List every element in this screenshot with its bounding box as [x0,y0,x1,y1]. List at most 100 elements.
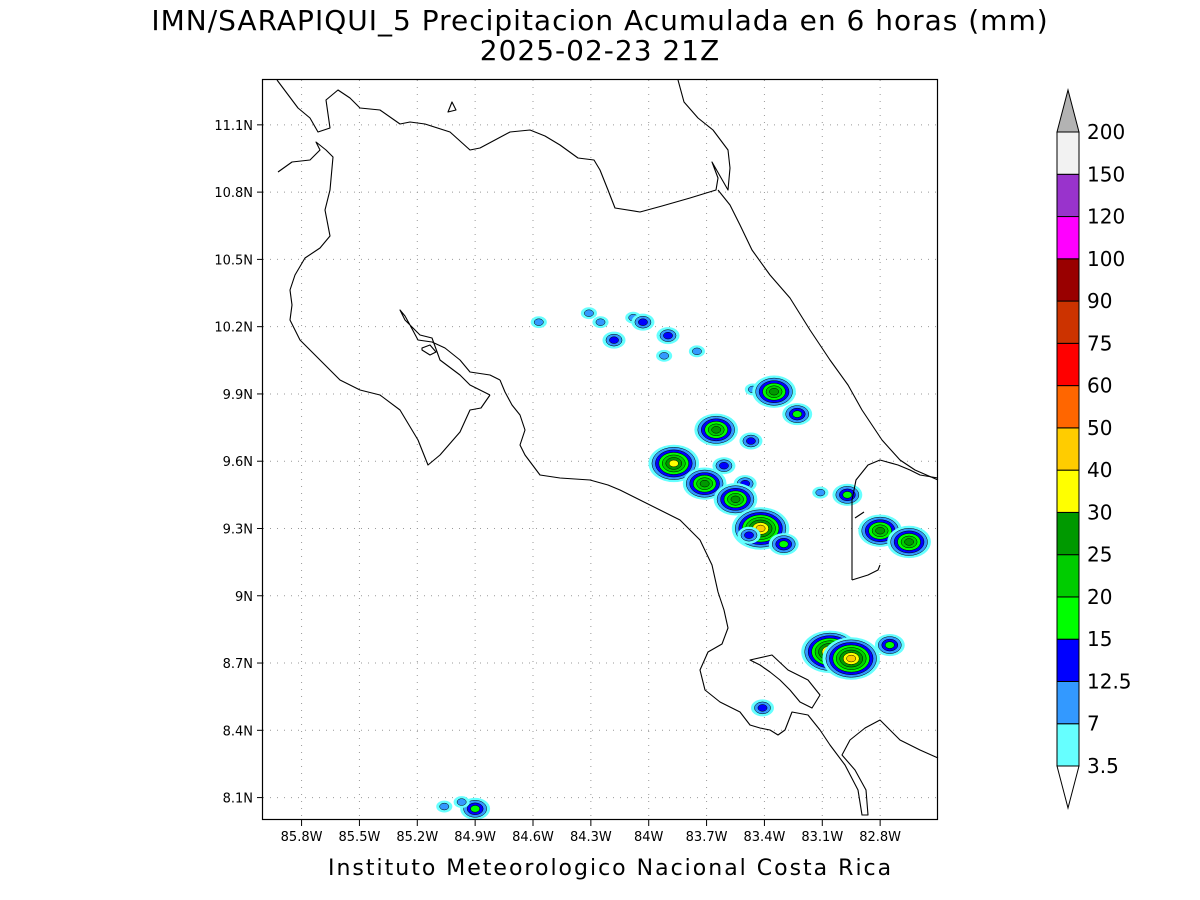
footer-credit: Instituto Meteorologico Nacional Costa R… [328,856,894,881]
precip-cell [656,349,673,362]
precip-contour [815,488,826,497]
lat-tick-label: 9.3N [223,522,253,537]
precip-cell [752,375,796,408]
colorbar-swatch [1056,216,1080,260]
precip-contour [719,462,729,470]
lat-tick-label: 9N [235,590,253,605]
colorbar-label: 40 [1087,458,1112,482]
colorbar-label: 150 [1087,162,1125,186]
precip-cell [887,525,931,559]
precip-contour [757,704,768,712]
precip-cell [713,483,758,516]
precip-contour [699,479,710,488]
precip-cell [592,316,609,329]
colorbar-label: 60 [1087,374,1112,398]
colorbar-swatch [1056,427,1080,471]
precip-contour [470,805,480,813]
colorbar-bottom-cap [1056,765,1080,810]
colorbar-label: 90 [1087,289,1112,313]
precip-contour [584,309,594,317]
bocas-del-toro [854,511,865,519]
precip-cell [712,457,736,475]
precip-cell [737,526,761,544]
lat-tick-label: 11.1N [214,119,253,134]
colorbar-swatch [1056,300,1080,344]
lon-tick-label: 83.4W [744,830,786,845]
lon-tick-label: 84W [634,830,664,845]
colorbar-swatch [1056,385,1080,429]
precip-contour [842,491,853,499]
precip-cell [751,699,774,717]
precip-contour [668,459,679,468]
precip-contour [638,318,648,326]
axis-ticks: 85.8W 85.5W 85.2W 84.9W 84.6W 84.3W 84W 83.7W 83… [214,119,901,845]
colorbar-swatch [1056,596,1080,640]
caribbean-coast [717,189,939,481]
colorbar-label: 100 [1087,247,1125,271]
precip-cell [682,467,727,500]
precip-cell [782,403,813,426]
colorbar-label: 50 [1087,416,1112,440]
coastline-borders [276,79,939,816]
map-valid-time: 2025-02-23 21Z [479,34,721,67]
colorbar-label: 200 [1087,120,1125,144]
precip-cell [812,486,829,499]
precip-cell [822,637,880,680]
precip-cell [739,432,763,450]
costa-rica-panama-border [851,459,939,580]
colorbar-swatch [1056,554,1080,598]
colorbar-swatch [1056,638,1080,682]
colorbar-swatch [1056,342,1080,387]
precip-cell [656,327,680,345]
lat-tick-label: 9.6N [223,455,253,470]
colorbar-swatch [1056,258,1080,302]
colorbar-swatch [1056,680,1080,725]
colorbar-label: 3.5 [1087,754,1119,778]
colorbar-label: 20 [1087,585,1112,609]
lon-tick-label: 84.3W [570,830,612,845]
lat-tick-label: 8.4N [223,724,253,739]
lat-tick-label: 9.9N [223,388,253,403]
map-frame [261,78,939,821]
precip-contour [746,437,756,445]
precip-cell [688,345,705,358]
lon-tick-label: 85.5W [339,830,381,845]
colorbar-swatch [1056,469,1080,513]
precip-contour [659,352,669,360]
precip-contour [456,798,467,806]
precip-contour [904,538,914,546]
precip-contour [663,331,673,340]
pacific-coast-central [499,379,939,816]
precipitation-field [436,307,931,820]
precip-cell [832,483,863,506]
precip-contour [730,495,741,503]
precip-contour [792,410,803,418]
lon-tick-label: 84.6W [512,830,554,845]
colorbar-swatch [1056,173,1080,218]
lon-tick-label: 83.1W [801,830,843,845]
colorbar-label: 7 [1087,712,1100,736]
precip-cell [602,331,626,349]
precip-contour [884,641,895,649]
nicoya-island [421,344,437,356]
map-title: IMN/SARAPIQUI_5 Precipitacion Acumulada … [151,4,1049,37]
colorbar-label: 12.5 [1087,669,1132,693]
lat-tick-label: 10.2N [214,321,253,336]
lon-tick-label: 82.8W [859,830,901,845]
lat-tick-label: 10.5N [214,253,253,268]
small-island [447,101,457,113]
precip-cell [631,313,655,331]
colorbar-label: 25 [1087,543,1112,567]
precip-contour [609,336,619,344]
precip-cell [694,413,739,446]
graticule-grid [263,80,938,820]
precip-contour [875,527,885,535]
precip-cell [580,307,597,320]
precip-contour [692,347,702,355]
precip-contour [595,318,606,326]
precip-contour [439,802,450,811]
precip-cell [648,444,700,483]
precip-cell [453,796,470,809]
precip-cell [530,316,547,329]
